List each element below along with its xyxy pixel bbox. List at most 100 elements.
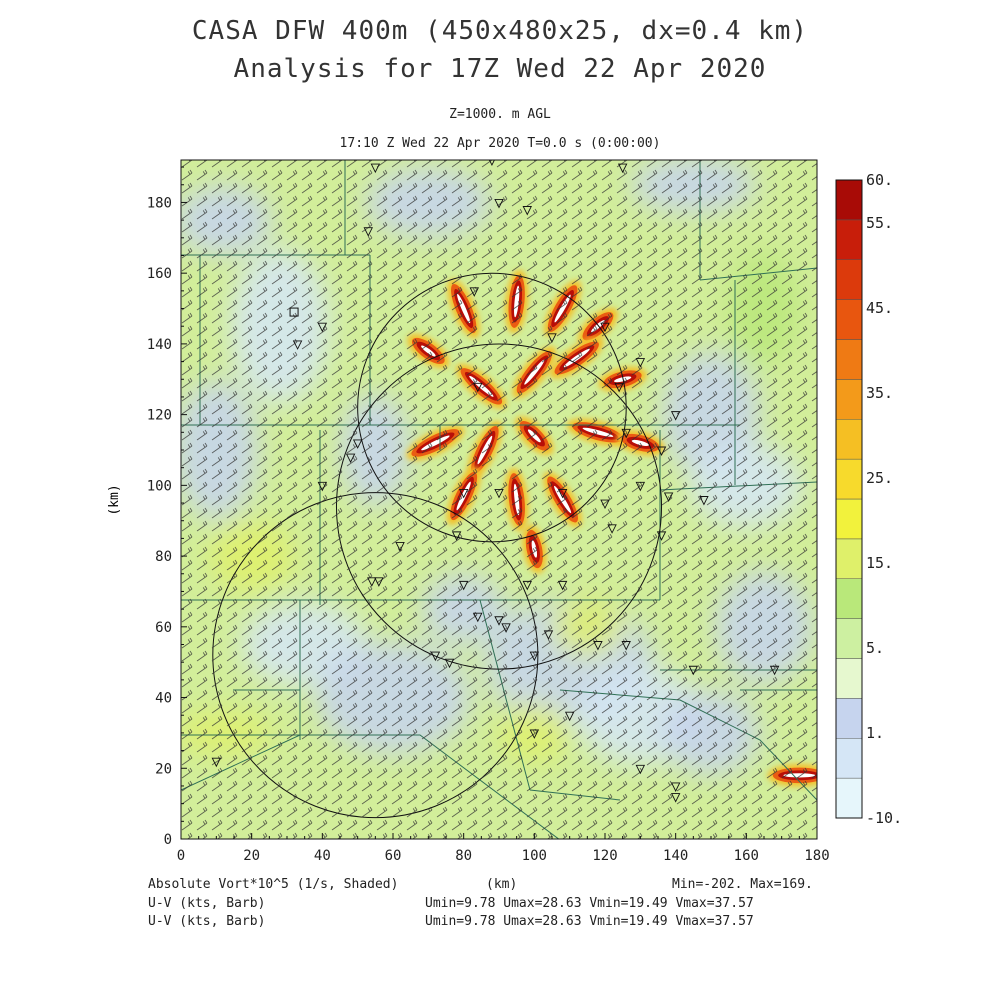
y-tick-label: 140	[147, 337, 172, 353]
colorbar-frame	[835, 179, 863, 819]
site-marker	[663, 492, 674, 502]
site-marker	[501, 623, 511, 633]
colorbar-segment	[835, 419, 863, 460]
site-marker	[656, 446, 667, 456]
site-marker	[395, 542, 405, 552]
chart-title: CASA DFW 400m (450x480x25, dx=0.4 km)	[191, 16, 809, 46]
site-marker	[522, 580, 532, 591]
y-tick-label: 160	[147, 266, 172, 282]
colorbar-tick-label: 60.	[866, 171, 893, 189]
colorbar: 60. 55. 45. 35. 25. 15. 5. 1. -10.	[835, 171, 902, 827]
site-marker	[547, 333, 557, 343]
colorbar-tick-label: 25.	[866, 469, 893, 487]
wind-barbs	[181, 160, 817, 839]
x-tick-label: 60	[385, 848, 402, 864]
x-tick-label: 120	[592, 848, 617, 864]
x-tick-label: 0	[177, 848, 185, 864]
y-tick-label: 100	[147, 478, 172, 494]
colorbar-segment	[835, 698, 863, 739]
site-marker	[670, 793, 681, 803]
chart-subtitle: Analysis for 17Z Wed 22 Apr 2020	[233, 54, 767, 84]
site-marker	[607, 524, 617, 534]
site-marker	[557, 580, 568, 591]
site-marker	[635, 358, 646, 368]
colorbar-segment	[835, 738, 863, 779]
colorbar-segment	[835, 458, 863, 500]
site-marker	[494, 198, 504, 209]
colorbar-tick-label: 55.	[866, 214, 893, 232]
radar-sites	[211, 160, 780, 803]
site-marker	[557, 488, 568, 499]
site-marker	[494, 488, 504, 499]
site-marker	[621, 428, 631, 439]
site-marker	[670, 411, 681, 421]
x-tick-label: 40	[314, 848, 331, 864]
y-tick-label: 0	[164, 832, 172, 848]
site-marker	[522, 206, 532, 216]
x-tick-label: 80	[455, 848, 472, 864]
site-marker	[458, 580, 469, 591]
site-marker	[529, 729, 540, 739]
site-marker	[352, 439, 363, 449]
y-tick-label: 120	[147, 408, 172, 424]
site-marker	[529, 651, 540, 662]
y-tick-label: 80	[155, 549, 172, 565]
site-marker	[670, 782, 681, 792]
site-marker	[593, 641, 603, 651]
y-tick-label: 40	[155, 691, 172, 707]
colorbar-segment	[835, 339, 863, 380]
colorbar-segment	[835, 658, 863, 699]
site-marker	[621, 641, 631, 651]
site-marker	[370, 163, 381, 174]
x-axis-label: (km)	[486, 877, 518, 892]
barb1-stats: Umin=9.78 Umax=28.63 Vmin=19.49 Vmax=37.…	[425, 896, 754, 911]
site-marker	[635, 764, 646, 775]
colorbar-segment	[835, 219, 863, 260]
colorbar-tick-label: 45.	[866, 299, 893, 317]
time-label: 17:10 Z Wed 22 Apr 2020 T=0.0 s (0:00:00…	[339, 136, 661, 151]
site-marker	[363, 227, 373, 237]
colorbar-tick-label: -10.	[866, 809, 902, 827]
site-marker	[473, 382, 483, 393]
y-tick-label: 180	[147, 195, 172, 211]
y-tick-label: 60	[155, 620, 172, 636]
site-marker	[473, 612, 483, 623]
y-tick-label: 20	[155, 761, 172, 777]
colorbar-tick-label: 1.	[866, 724, 884, 742]
site-marker	[374, 577, 384, 587]
site-marker	[430, 651, 441, 662]
colorbar-segment	[835, 299, 863, 340]
site-marker	[367, 577, 377, 587]
site-marker	[543, 630, 554, 640]
site-marker	[451, 531, 462, 541]
barb2-label: U-V (kts, Barb)	[148, 914, 266, 929]
site-marker	[469, 287, 479, 297]
barb1-label: U-V (kts, Barb)	[148, 896, 266, 911]
colorbar-segment	[835, 777, 863, 819]
site-marker	[211, 757, 222, 768]
colorbar-segment	[835, 259, 863, 300]
site-marker	[488, 160, 495, 167]
site-marker	[564, 711, 575, 722]
site-marker	[699, 496, 709, 506]
x-tick-label: 100	[522, 848, 547, 864]
min-max-label: Min=-202. Max=169.	[672, 877, 813, 892]
site-marker	[292, 340, 303, 350]
site-marker	[458, 488, 469, 499]
x-tick-label: 20	[243, 848, 260, 864]
site-marker	[317, 322, 328, 333]
site-marker	[656, 531, 667, 541]
colorbar-tick-label: 5.	[866, 639, 884, 657]
colorbar-tick-label: 15.	[866, 554, 893, 572]
colorbar-segment	[835, 538, 863, 579]
x-tick-label: 160	[734, 848, 759, 864]
site-marker	[688, 665, 699, 676]
colorbar-segment	[835, 179, 863, 221]
y-axis-label: (km)	[107, 484, 122, 515]
colorbar-tick-label: 35.	[866, 384, 893, 402]
colorbar-segment	[835, 618, 863, 659]
colorbar-segment	[835, 379, 863, 420]
site-marker	[600, 499, 610, 510]
x-tick-label: 140	[663, 848, 688, 864]
